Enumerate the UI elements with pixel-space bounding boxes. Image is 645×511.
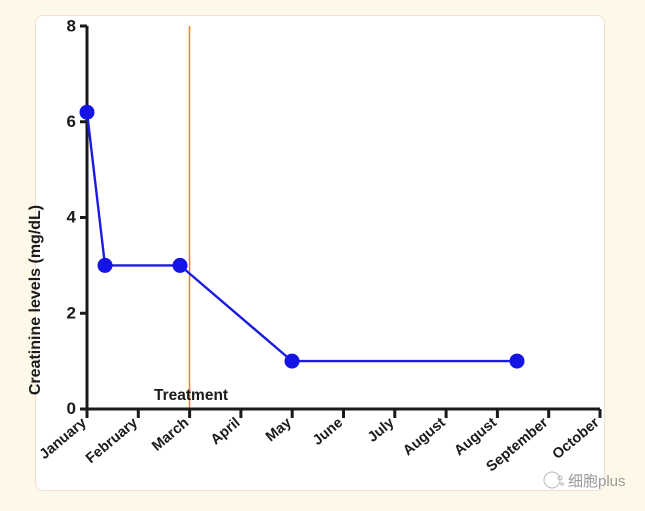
svg-text:2: 2 [67, 304, 76, 323]
svg-text:March: March [149, 415, 192, 455]
svg-text:August: August [451, 415, 500, 459]
svg-text:Treatment: Treatment [154, 387, 228, 404]
svg-text:May: May [263, 415, 295, 445]
svg-text:February: February [83, 415, 141, 467]
svg-text:6: 6 [67, 112, 76, 131]
svg-text:June: June [310, 415, 346, 449]
svg-text:4: 4 [67, 208, 77, 227]
svg-text:Creatinine levels (mg/dL): Creatinine levels (mg/dL) [27, 205, 44, 395]
svg-text:January: January [37, 415, 90, 463]
svg-text:April: April [208, 415, 244, 448]
svg-text:October: October [550, 415, 603, 463]
svg-text:July: July [365, 415, 398, 446]
svg-text:细胞plus: 细胞plus [568, 473, 626, 490]
svg-text:August: August [400, 415, 449, 459]
svg-text:0: 0 [67, 399, 76, 418]
svg-text:8: 8 [67, 17, 76, 36]
